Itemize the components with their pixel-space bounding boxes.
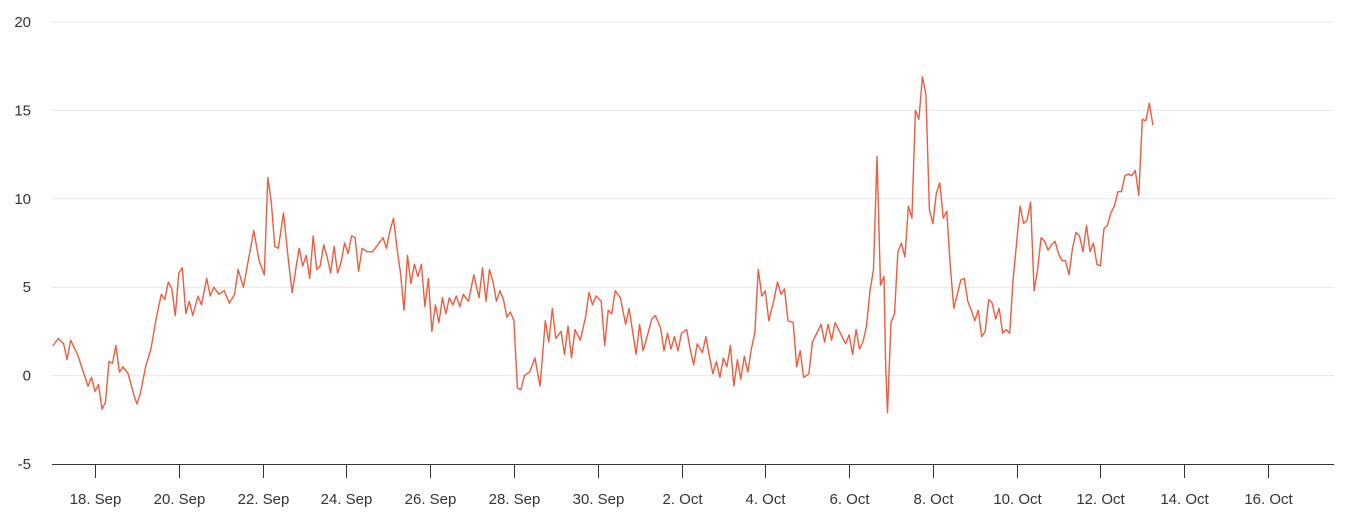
x-tick-label: 26. Sep [405, 491, 457, 508]
y-tick-label: 10 [14, 191, 31, 208]
x-tick-label: 22. Sep [238, 491, 290, 508]
y-axis-labels: -5 0 5 10 15 20 [14, 14, 31, 473]
series-layer [52, 76, 1154, 414]
x-tick-label: 10. Oct [993, 491, 1042, 508]
x-tick-label: 20. Sep [154, 491, 206, 508]
x-tick-label: 14. Oct [1160, 491, 1209, 508]
y-tick-label: 0 [23, 368, 31, 385]
y-tick-label: 20 [14, 14, 31, 31]
x-tick-label: 30. Sep [573, 491, 625, 508]
x-axis: 18. Sep 20. Sep 22. Sep 24. Sep 26. Sep 28. S… [52, 464, 1334, 508]
x-tick-label: 18. Sep [70, 491, 122, 508]
x-tick-label: 4. Oct [745, 491, 786, 508]
x-tick-label: 12. Oct [1076, 491, 1125, 508]
y-tick-label: 5 [23, 279, 31, 296]
x-tick-label: 16. Oct [1244, 491, 1293, 508]
grid-lines [52, 21, 1334, 377]
x-tick-label: 6. Oct [829, 491, 870, 508]
x-tick-label: 8. Oct [913, 491, 954, 508]
y-tick-label: -5 [18, 456, 31, 473]
x-tick-label: 2. Oct [662, 491, 703, 508]
y-tick-label: 15 [14, 102, 31, 119]
series-line [52, 76, 1154, 414]
x-tick-label: 28. Sep [489, 491, 541, 508]
x-tick-label: 24. Sep [321, 491, 373, 508]
